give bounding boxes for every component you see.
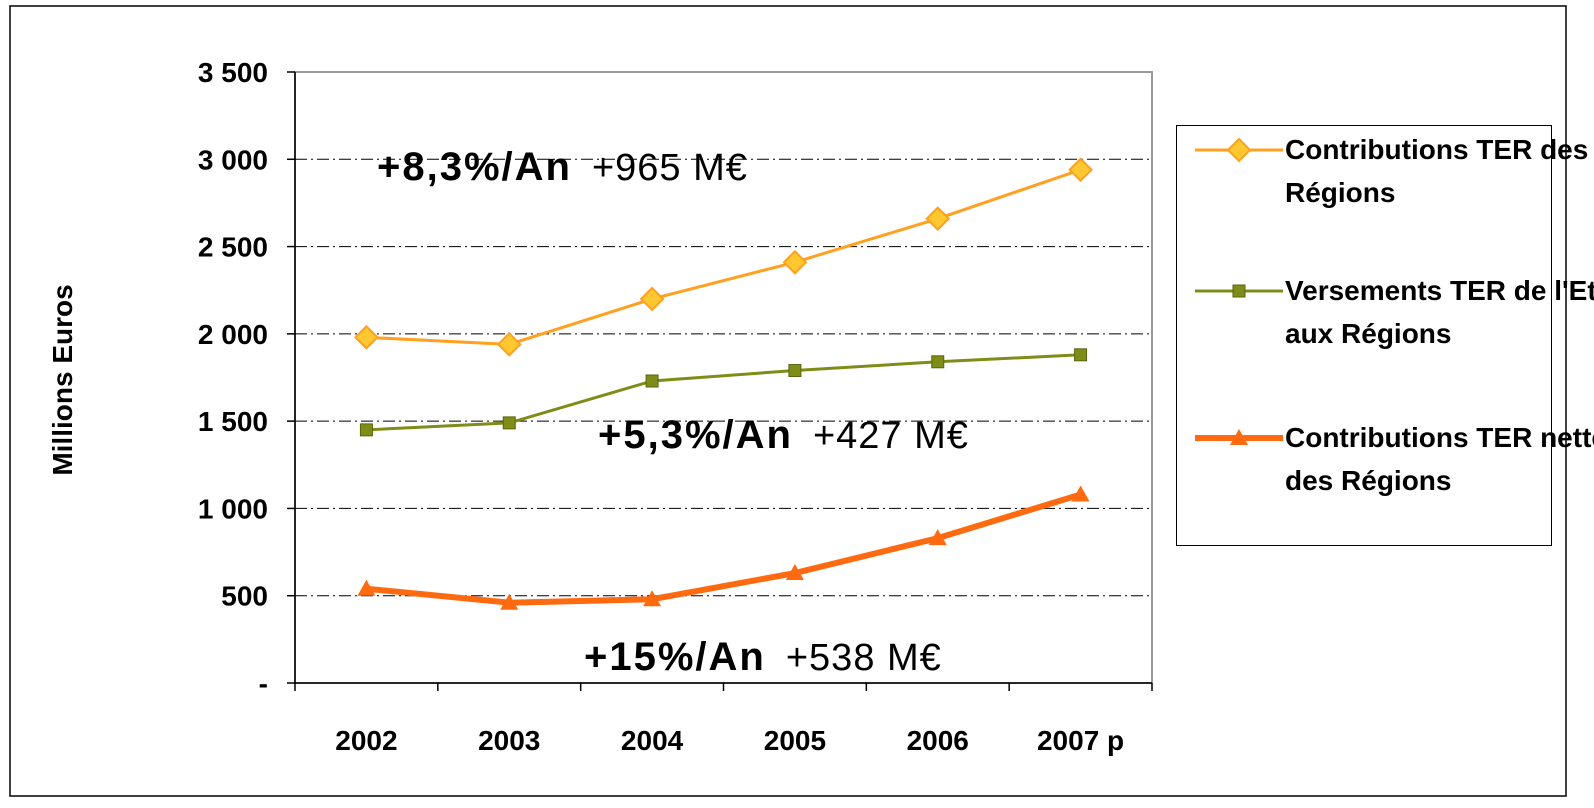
marker — [782, 249, 808, 275]
x-tick-label: 2003 — [478, 725, 540, 756]
legend-symbol — [1195, 137, 1283, 163]
annotation: +5,3%/An +427 M€ — [598, 413, 969, 457]
annotation-amount: +538 M€ — [786, 637, 942, 679]
marker — [354, 324, 379, 350]
marker — [1071, 485, 1090, 502]
y-axis-label: Millions Euros — [47, 284, 78, 475]
series-line — [366, 491, 1082, 606]
series-line — [366, 168, 1082, 346]
marker — [1074, 348, 1088, 362]
series-line — [366, 353, 1081, 432]
annotation-rate: +8,3%/An — [377, 145, 572, 189]
annotation: +8,3%/An +965 M€ — [377, 145, 748, 189]
marker — [359, 423, 373, 437]
y-tick-label: 1 000 — [198, 493, 268, 524]
legend: Contributions TER des Régions Versements … — [1176, 125, 1594, 546]
y-tick-label: - — [259, 668, 268, 699]
marker — [928, 529, 947, 546]
annotation-rate: +15%/An — [584, 635, 766, 679]
marker — [1232, 284, 1246, 298]
legend-symbol — [1195, 429, 1283, 445]
annotation-amount: +965 M€ — [592, 147, 748, 189]
marker — [645, 374, 659, 388]
marker — [496, 331, 522, 357]
marker — [643, 590, 662, 607]
x-tick-label: 2005 — [764, 725, 826, 756]
legend-label: Contributions TER des Régions — [1285, 134, 1589, 208]
marker — [785, 564, 804, 581]
legend-entry: Contributions TER nettes des Régions — [1177, 416, 1594, 502]
annotation-amount: +427 M€ — [813, 415, 969, 457]
annotation-rate: +5,3%/An — [598, 413, 793, 457]
x-tick-label: 2007 p — [1037, 725, 1124, 756]
legend-label: Versements TER de l'Etat aux Régions — [1285, 275, 1594, 349]
marker — [639, 286, 665, 312]
y-tick-label: 1 500 — [198, 406, 268, 437]
x-tick-label: 2006 — [907, 725, 969, 756]
x-tick-label: 2002 — [335, 725, 397, 756]
legend-symbol — [1195, 284, 1283, 298]
marker — [925, 206, 951, 232]
y-tick-label: 2 000 — [198, 319, 268, 350]
marker — [1226, 137, 1252, 163]
legend-entry: Contributions TER des Régions — [1177, 128, 1594, 214]
annotation: +15%/An +538 M€ — [584, 635, 942, 679]
marker — [931, 355, 945, 369]
legend-entry: Versements TER de l'Etat aux Régions — [1177, 269, 1594, 355]
marker — [1068, 157, 1093, 183]
y-tick-label: 3 000 — [198, 144, 268, 175]
marker — [1230, 429, 1248, 445]
marker — [500, 593, 519, 610]
marker — [357, 579, 376, 596]
marker — [788, 364, 802, 378]
y-tick-label: 500 — [221, 581, 268, 612]
marker — [502, 416, 516, 430]
y-tick-label: 2 500 — [198, 232, 268, 263]
x-tick-label: 2004 — [621, 725, 684, 756]
y-tick-label: 3 500 — [198, 57, 268, 88]
legend-label: Contributions TER nettes des Régions — [1285, 422, 1594, 496]
